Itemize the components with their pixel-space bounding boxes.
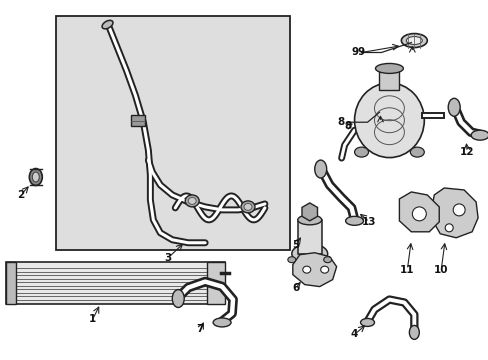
Bar — [207, 262, 224, 303]
Ellipse shape — [354, 83, 424, 158]
Ellipse shape — [291, 244, 327, 264]
Bar — [131, 115, 145, 126]
Text: 8: 8 — [343, 121, 350, 131]
Ellipse shape — [409, 147, 424, 157]
Text: 7: 7 — [196, 324, 203, 334]
Ellipse shape — [323, 257, 331, 263]
Ellipse shape — [354, 147, 368, 157]
Ellipse shape — [102, 21, 113, 29]
Ellipse shape — [406, 37, 422, 45]
Ellipse shape — [411, 207, 426, 221]
Ellipse shape — [408, 325, 419, 339]
Ellipse shape — [375, 63, 403, 73]
Ellipse shape — [29, 168, 42, 185]
Ellipse shape — [302, 266, 310, 273]
Ellipse shape — [360, 319, 374, 327]
Text: 9: 9 — [357, 48, 365, 58]
Ellipse shape — [444, 224, 452, 232]
Text: 6: 6 — [291, 283, 299, 293]
Polygon shape — [292, 253, 336, 287]
Ellipse shape — [320, 266, 328, 273]
Text: 4: 4 — [350, 329, 358, 339]
Text: 3: 3 — [164, 253, 172, 263]
Polygon shape — [431, 188, 477, 238]
Text: 9: 9 — [351, 48, 358, 58]
Bar — [379, 71, 399, 90]
Ellipse shape — [213, 318, 230, 327]
Bar — [6, 262, 224, 303]
Ellipse shape — [172, 289, 184, 307]
Ellipse shape — [447, 98, 459, 116]
Text: 1: 1 — [89, 314, 96, 324]
Ellipse shape — [297, 215, 321, 225]
Ellipse shape — [345, 216, 363, 225]
Text: 13: 13 — [362, 217, 376, 227]
Ellipse shape — [188, 197, 196, 204]
Bar — [297, 220, 321, 254]
Bar — [56, 15, 289, 250]
Polygon shape — [399, 192, 438, 232]
Ellipse shape — [452, 204, 464, 216]
Ellipse shape — [185, 195, 199, 207]
Ellipse shape — [32, 172, 39, 182]
Ellipse shape — [287, 257, 295, 263]
Ellipse shape — [401, 33, 427, 48]
Text: 10: 10 — [433, 265, 447, 275]
Text: 2: 2 — [17, 190, 24, 200]
Ellipse shape — [241, 201, 254, 213]
Ellipse shape — [470, 130, 488, 140]
Ellipse shape — [314, 160, 326, 178]
Text: 11: 11 — [399, 265, 414, 275]
Text: 8: 8 — [337, 117, 344, 127]
Ellipse shape — [244, 203, 251, 210]
Text: 5: 5 — [291, 240, 299, 250]
Bar — [6, 262, 16, 303]
Text: 12: 12 — [459, 147, 473, 157]
